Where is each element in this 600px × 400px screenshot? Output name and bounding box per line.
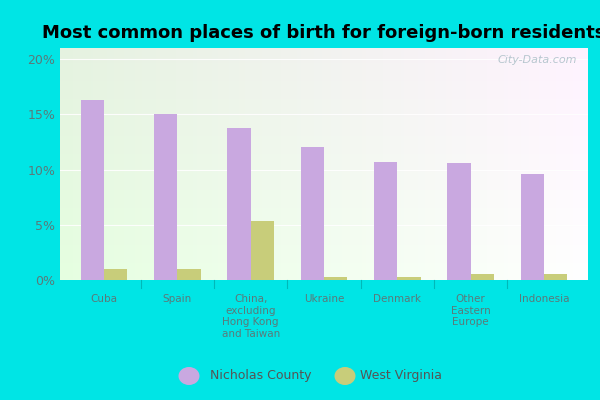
- Bar: [544, 274, 568, 280]
- Bar: [521, 174, 544, 280]
- Bar: [397, 277, 421, 280]
- Bar: [470, 274, 494, 280]
- Text: Nicholas County: Nicholas County: [210, 370, 311, 382]
- Text: Denmark: Denmark: [373, 294, 421, 304]
- Text: Ukraine: Ukraine: [304, 294, 344, 304]
- Bar: [251, 222, 274, 280]
- Bar: [154, 114, 178, 280]
- Bar: [80, 100, 104, 280]
- Text: Cuba: Cuba: [91, 294, 118, 304]
- Bar: [104, 269, 127, 280]
- Text: West Virginia: West Virginia: [360, 370, 442, 382]
- Text: China,
excluding
Hong Kong
and Taiwan: China, excluding Hong Kong and Taiwan: [221, 294, 280, 339]
- Bar: [447, 163, 470, 280]
- Ellipse shape: [179, 367, 199, 385]
- Bar: [324, 277, 347, 280]
- Bar: [227, 128, 251, 280]
- Bar: [374, 162, 397, 280]
- Bar: [178, 269, 201, 280]
- Ellipse shape: [335, 367, 355, 385]
- Text: Indonesia: Indonesia: [519, 294, 569, 304]
- Text: Spain: Spain: [163, 294, 192, 304]
- Bar: [301, 148, 324, 280]
- Text: Other
Eastern
Europe: Other Eastern Europe: [451, 294, 491, 327]
- Text: City-Data.com: City-Data.com: [498, 55, 577, 65]
- Text: Most common places of birth for foreign-born residents: Most common places of birth for foreign-…: [43, 24, 600, 42]
